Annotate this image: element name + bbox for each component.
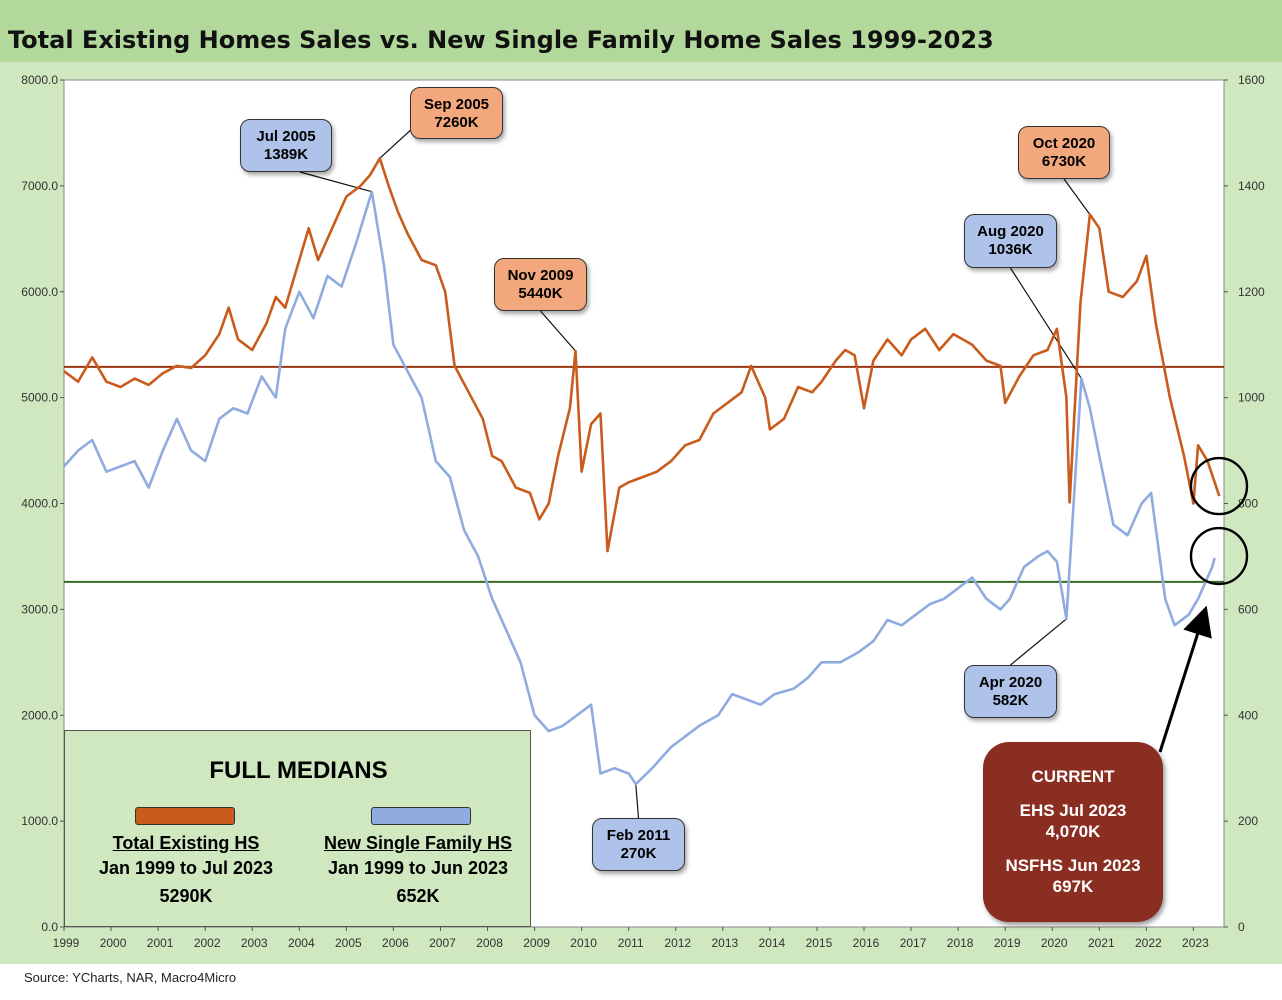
x-tick-label: 2002: [194, 936, 221, 950]
existing-swatch: [135, 807, 235, 825]
left-tick-label: 8000.0: [21, 73, 58, 87]
x-tick-label: 2013: [711, 936, 738, 950]
x-tick-label: 2006: [382, 936, 409, 950]
x-tick-label: 2005: [335, 936, 362, 950]
x-tick-label: 2003: [241, 936, 268, 950]
full-medians-title: FULL MEDIANS: [209, 757, 388, 784]
x-tick-label: 2011: [618, 936, 644, 950]
left-tick-label: 0.0: [41, 920, 58, 934]
new-swatch: [371, 807, 471, 825]
x-tick-label: 2023: [1182, 936, 1209, 950]
right-tick-label: 1200: [1238, 285, 1265, 299]
left-tick-label: 6000.0: [21, 285, 58, 299]
x-tick-label: 2001: [147, 936, 174, 950]
left-tick-label: 3000.0: [21, 602, 58, 616]
callout-nov-2009: Nov 2009 5440K: [494, 258, 587, 311]
x-tick-label: 2018: [947, 936, 974, 950]
x-tick-label: 2010: [570, 936, 597, 950]
callout-leaders: [299, 126, 1091, 819]
right-tick-label: 1600: [1238, 73, 1265, 87]
callout-feb-2011: Feb 2011 270K: [592, 818, 685, 871]
series-new-line: [63, 190, 1216, 786]
x-tick-label: 2017: [900, 936, 927, 950]
callout-jul-2005: Jul 2005 1389K: [240, 119, 332, 172]
callout-apr-2020: Apr 2020 582K: [964, 665, 1057, 718]
leader-aug2020: [1009, 267, 1082, 379]
x-tick-label: 2016: [853, 936, 880, 950]
right-tick-label: 1400: [1238, 179, 1265, 193]
x-tick-label: 2007: [429, 936, 456, 950]
current-title: CURRENT: [1031, 767, 1115, 786]
x-tick-label: 2004: [288, 936, 315, 950]
series-existing-line: [63, 157, 1221, 553]
x-tick-label: 2021: [1088, 936, 1115, 950]
right-tick-label: 200: [1238, 814, 1258, 828]
x-tick-label: 2015: [806, 936, 833, 950]
new-median-column: New Single Family HS Jan 1999 to Jun 202…: [323, 833, 513, 906]
x-tick-label: 2012: [664, 936, 691, 950]
x-tick-label: 2020: [1041, 936, 1068, 950]
right-tick-label: 1000: [1238, 391, 1265, 405]
x-tick-label: 2008: [476, 936, 503, 950]
current-new-circle: [1189, 526, 1249, 586]
left-tick-label: 7000.0: [21, 179, 58, 193]
leader-nov2009: [540, 310, 576, 352]
leader-feb2011: [635, 784, 640, 819]
callout-sep-2005: Sep 2005 7260K: [410, 87, 503, 139]
right-tick-label: 600: [1238, 602, 1258, 616]
left-tick-label: 2000.0: [21, 708, 58, 722]
x-tick-label: 2000: [100, 936, 127, 950]
existing-median-column: Total Existing HS Jan 1999 to Jul 2023 5…: [98, 833, 274, 906]
callout-oct-2020: Oct 2020 6730K: [1018, 126, 1110, 179]
source-note: Source: YCharts, NAR, Macro4Micro: [24, 970, 237, 985]
chart-title: Total Existing Homes Sales vs. New Singl…: [8, 26, 994, 54]
current-box: CURRENT EHS Jul 2023 4,070K NSFHS Jun 20…: [983, 742, 1163, 922]
title-bar: Total Existing Homes Sales vs. New Singl…: [0, 0, 1282, 63]
leader-sep2005: [379, 126, 415, 159]
current-markers: [1158, 456, 1249, 753]
series-lines: [63, 157, 1221, 786]
current-existing-circle: [1189, 456, 1249, 516]
x-tick-label: 2022: [1135, 936, 1162, 950]
leader-jul2005: [299, 171, 372, 193]
callout-aug-2020: Aug 2020 1036K: [964, 214, 1057, 268]
left-tick-label: 4000.0: [21, 497, 58, 511]
x-tick-label: 1999: [53, 936, 80, 950]
full-medians-box: FULL MEDIANS Total Existing HS Jan 1999 …: [64, 730, 531, 927]
leader-apr2020: [1010, 618, 1067, 666]
x-tick-label: 2019: [994, 936, 1021, 950]
current-arrow: [1158, 605, 1212, 753]
median-lines: [64, 365, 1224, 583]
x-tick-label: 2009: [523, 936, 550, 950]
right-tick-label: 400: [1238, 708, 1258, 722]
left-tick-label: 1000.0: [21, 814, 58, 828]
axes: 0.0 1000.0 2000.0 3000.0 4000.0 5000.0 6000.0 7…: [21, 73, 1265, 950]
right-tick-label: 0: [1238, 920, 1245, 934]
left-tick-label: 5000.0: [21, 391, 58, 405]
leader-oct2020: [1063, 178, 1091, 215]
x-tick-label: 2014: [759, 936, 786, 950]
